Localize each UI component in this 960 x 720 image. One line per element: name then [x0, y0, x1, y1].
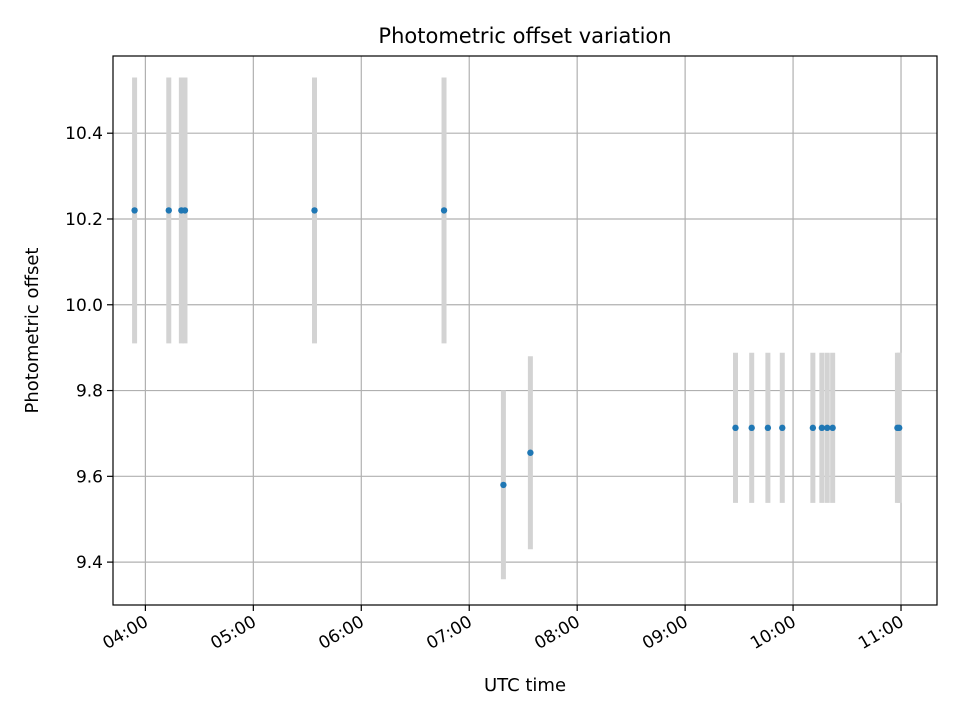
y-tick-label: 9.6 [76, 467, 103, 487]
error-bars [132, 77, 902, 580]
x-tick-label: 10:00 [747, 612, 799, 654]
data-point [165, 207, 172, 214]
data-point [440, 207, 448, 214]
x-tick-label: 06:00 [315, 612, 367, 654]
data-point [818, 424, 826, 432]
x-tick-label: 08:00 [531, 612, 583, 654]
x-tick-label: 09:00 [639, 612, 691, 654]
data-point [527, 449, 534, 456]
x-tick-label: 07:00 [423, 612, 475, 654]
x-tick-label: 05:00 [207, 612, 259, 654]
x-tick-label: 04:00 [99, 612, 151, 654]
data-point [748, 424, 755, 432]
y-tick-label: 10.2 [65, 210, 103, 230]
x-axis-ticks: 04:00 05:00 06:00 07:00 08:00 09:00 10:00 11:00 [99, 605, 908, 654]
chart-title: Photometric offset variation [378, 24, 671, 48]
data-point [829, 424, 836, 432]
data-point [824, 424, 831, 432]
data-points [131, 207, 903, 489]
data-point [732, 424, 739, 432]
plot-frame [112, 55, 938, 606]
data-point [311, 207, 318, 214]
data-point [131, 207, 138, 214]
data-point [764, 424, 772, 432]
data-point [809, 424, 817, 432]
y-tick-label: 10.0 [65, 296, 103, 316]
data-point [779, 424, 786, 432]
data-point [500, 481, 507, 489]
y-tick-label: 10.4 [65, 124, 103, 144]
grid [113, 56, 937, 605]
data-point [896, 424, 903, 432]
y-axis-ticks: 9.4 9.6 9.8 10.0 10.2 10.4 [65, 124, 113, 573]
y-axis-title: Photometric offset [22, 248, 43, 414]
x-tick-label: 11:00 [855, 612, 907, 654]
y-tick-label: 9.4 [76, 553, 103, 573]
data-point [181, 207, 189, 214]
y-tick-label: 9.8 [76, 382, 103, 402]
x-axis-title: UTC time [484, 675, 566, 696]
